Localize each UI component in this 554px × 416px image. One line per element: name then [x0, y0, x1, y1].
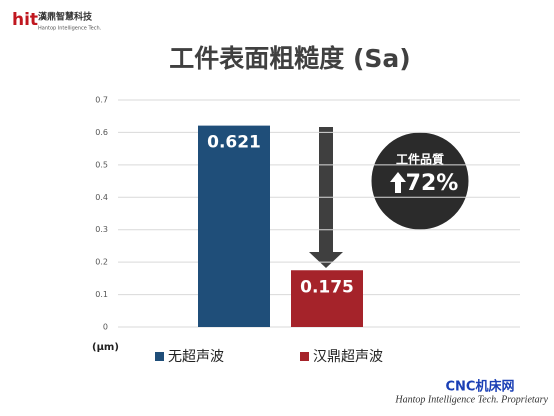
bar — [291, 270, 363, 327]
annotation-label: 工件品質 — [396, 152, 444, 167]
y-tick-label: 0.4 — [95, 193, 108, 202]
y-tick-label: 0.1 — [95, 290, 108, 299]
legend-swatch — [300, 352, 309, 361]
annotation-circle — [368, 129, 472, 233]
value-label: 0.175 — [300, 277, 354, 297]
y-unit: (μm) — [92, 342, 119, 353]
decrease-arrow — [309, 127, 343, 268]
logo: hit — [12, 10, 38, 30]
company-name-en: Hantop Intelligence Tech. — [38, 26, 102, 32]
y-tick-label: 0.5 — [95, 160, 108, 169]
y-tick-label: 0 — [103, 323, 108, 332]
y-tick-label: 0.3 — [95, 225, 108, 234]
y-tick-label: 0.7 — [95, 96, 108, 105]
y-tick-label: 0.6 — [95, 128, 108, 137]
legend-label: 无超声波 — [168, 349, 224, 365]
bar — [198, 125, 270, 328]
footer: Hantop Intelligence Tech. Proprietary — [394, 394, 548, 405]
company-name: 漢鼎智慧科技 — [38, 11, 93, 23]
y-tick-label: 0.2 — [95, 258, 108, 267]
legend-label: 汉鼎超声波 — [313, 349, 383, 365]
watermark: CNC机床网 — [446, 379, 515, 395]
value-label: 0.621 — [207, 133, 261, 153]
legend-swatch — [155, 352, 164, 361]
chart-title: 工件表面粗糙度 (Sa) — [169, 44, 410, 73]
up-arrow — [390, 172, 406, 193]
annotation-value: 72% — [406, 171, 459, 196]
